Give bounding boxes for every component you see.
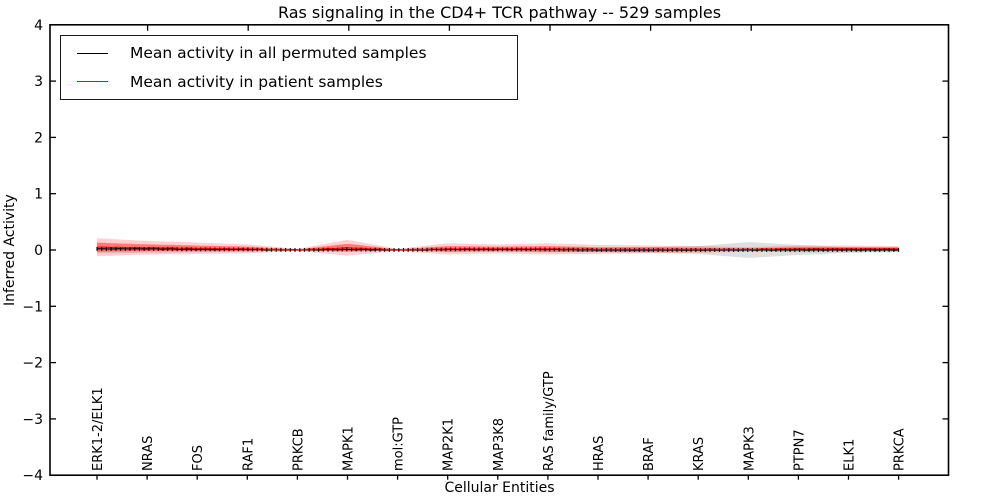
entity-label: MAP3K8 [492, 418, 507, 471]
point-markers [96, 247, 900, 252]
y-tick-label: 2 [34, 130, 43, 146]
legend-label-permuted: Mean activity in all permuted samples [130, 44, 427, 63]
entity-label: PRKCB [291, 428, 306, 471]
y-tick-label: −3 [22, 412, 43, 428]
y-tick-label: −1 [22, 299, 43, 315]
entity-label: MAP2K1 [442, 418, 457, 471]
y-tick-label: −2 [22, 356, 43, 372]
x-axis-label: Cellular Entities [444, 480, 555, 496]
entity-label: FOS [191, 445, 206, 471]
entity-label: MAPK3 [742, 426, 757, 471]
entity-label: mol:GTP [392, 417, 407, 471]
band-1 [97, 238, 899, 257]
y-tick-label: −4 [22, 468, 43, 484]
legend-line-permuted-icon [77, 52, 108, 54]
legend-line-patient-icon [77, 81, 108, 83]
y-tick-label: 1 [34, 187, 43, 203]
entity-label: RAS family/GTP [542, 371, 557, 471]
y-tick-label: 0 [34, 243, 43, 259]
legend-label-patient: Mean activity in patient samples [130, 72, 383, 91]
entity-label: BRAF [642, 437, 657, 471]
entity-label: PTPN7 [792, 429, 807, 471]
legend-entry-patient: Mean activity in patient samples [69, 69, 509, 95]
entity-label: ELK1 [843, 439, 858, 471]
entity-label: NRAS [141, 436, 156, 471]
chart-title: Ras signaling in the CD4+ TCR pathway --… [277, 3, 722, 22]
entity-label: MAPK1 [342, 426, 357, 471]
entity-label: HRAS [592, 436, 607, 471]
legend-entry-permuted: Mean activity in all permuted samples [69, 40, 509, 66]
entity-label: KRAS [692, 437, 707, 471]
entity-label: RAF1 [241, 438, 256, 471]
entity-label: ERK1-2/ELK1 [91, 387, 106, 471]
entity-label: PRKCA [893, 428, 908, 471]
y-axis-label: Inferred Activity [2, 194, 18, 306]
y-tick-label: 4 [34, 18, 43, 34]
y-tick-label: 3 [34, 74, 43, 90]
legend: Mean activity in all permuted samples Me… [60, 35, 518, 100]
